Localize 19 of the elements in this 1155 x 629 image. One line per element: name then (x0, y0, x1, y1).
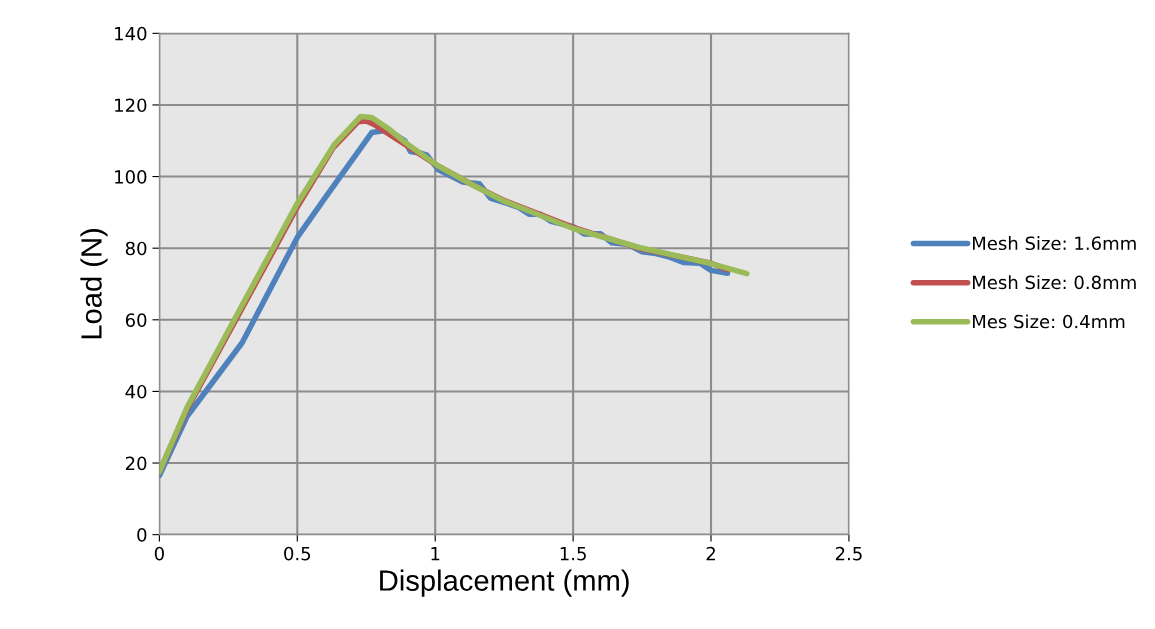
x-tick-label: 0.5 (284, 546, 311, 561)
x-axis-title: Displacement (mm) (380, 569, 629, 597)
y-tick-label: 80 (125, 241, 147, 256)
x-tick-label: 1 (431, 547, 440, 561)
legend-label: Mesh Size: 1.6mm (972, 236, 1136, 251)
y-tick-label: 100 (115, 170, 147, 184)
x-tick-label: 1.5 (560, 547, 586, 561)
x-tick-label: 0 (154, 546, 164, 561)
y-tick-label: 120 (115, 98, 147, 113)
y-tick-label: 0 (137, 528, 147, 542)
y-tick-label: 140 (115, 26, 147, 41)
legend-label: Mes Size: 0.4mm (972, 314, 1125, 329)
legend-label: Mesh Size: 0.8mm (972, 275, 1136, 290)
y-tick-label: 40 (125, 384, 147, 399)
x-tick-label: 2.5 (835, 546, 862, 561)
y-tick-label: 20 (125, 456, 147, 471)
x-tick-label: 2 (706, 546, 715, 561)
y-tick-label: 60 (125, 313, 147, 327)
y-axis-title: Load (N) (80, 229, 108, 339)
